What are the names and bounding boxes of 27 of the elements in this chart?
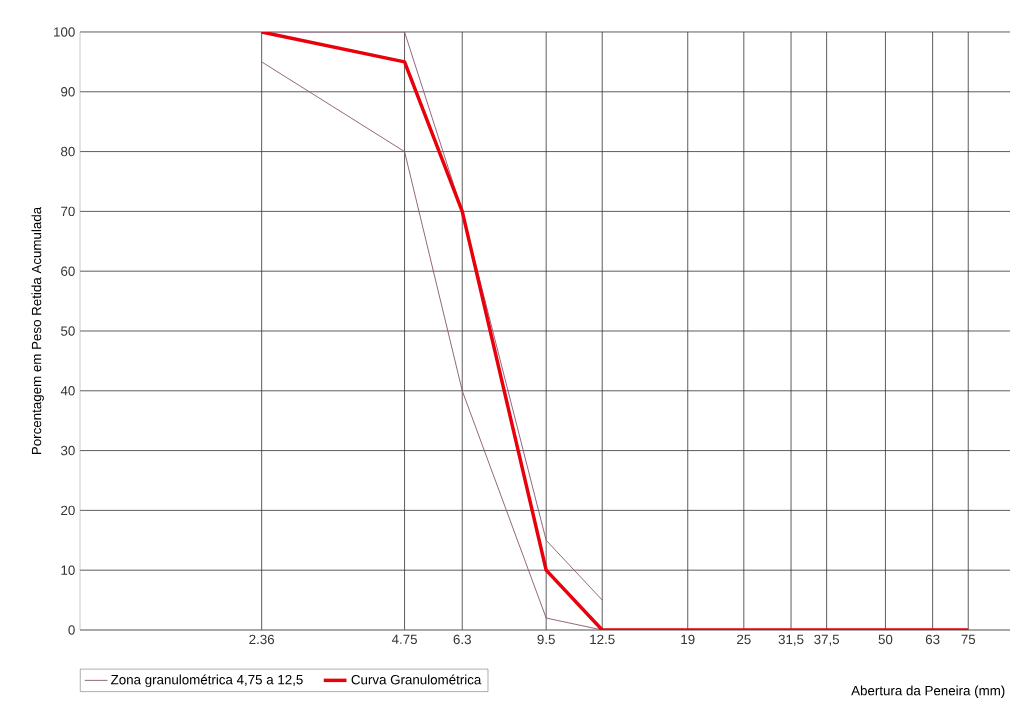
x-tick-label: 2.36 bbox=[249, 634, 275, 645]
x-tick-label: 12.5 bbox=[590, 634, 615, 645]
x-tick-label: 75 bbox=[961, 634, 976, 644]
y-tick-label: 30 bbox=[60, 445, 75, 456]
y-tick-label: 10 bbox=[61, 565, 75, 575]
y-tick-label: 60 bbox=[61, 266, 75, 276]
x-tick-label: 4.75 bbox=[391, 634, 417, 644]
y-tick-label: 100 bbox=[54, 27, 75, 37]
y-tick-label: 90 bbox=[61, 87, 75, 97]
x-tick-label: 6.3 bbox=[453, 634, 471, 645]
y-tick-label: 70 bbox=[61, 206, 75, 217]
y-axis-title: Porcentagem em Peso Retida Acumulada bbox=[31, 206, 44, 455]
legend-label: Curva Granulométrica bbox=[351, 674, 482, 685]
y-tick-label: 80 bbox=[61, 146, 75, 157]
x-tick-label: 63 bbox=[925, 634, 940, 645]
legend-label: Zona granulométrica 4,75 a 12,5 bbox=[111, 674, 303, 688]
y-tick-label: 50 bbox=[61, 326, 75, 336]
x-tick-label: 25 bbox=[737, 634, 751, 645]
x-tick-label: 37,5 bbox=[814, 634, 840, 646]
x-tick-label: 9.5 bbox=[537, 634, 555, 645]
x-tick-label: 50 bbox=[878, 634, 893, 645]
y-tick-label: 20 bbox=[61, 505, 75, 516]
x-axis-title: Abertura da Peneira (mm) bbox=[851, 685, 1005, 698]
x-tick-label: 19 bbox=[681, 634, 695, 645]
y-tick-label: 40 bbox=[60, 386, 75, 396]
x-tick-label: 31,5 bbox=[778, 634, 804, 646]
y-tick-label: 0 bbox=[68, 625, 75, 635]
